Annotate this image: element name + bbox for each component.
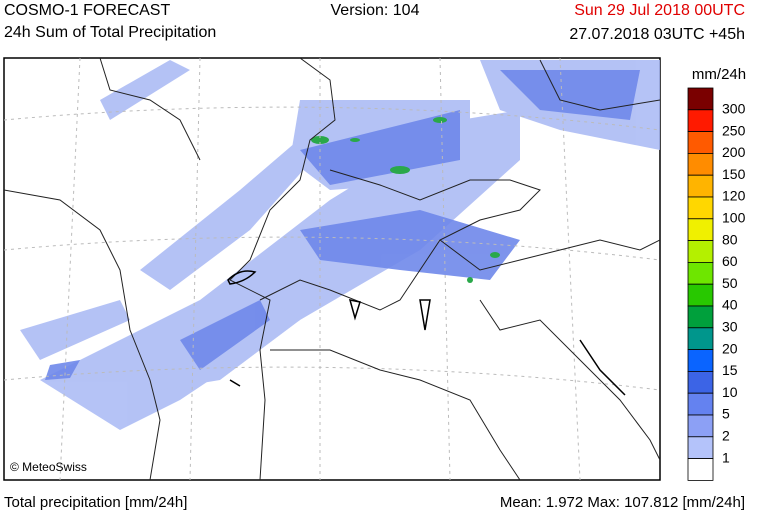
legend-swatch — [687, 283, 714, 307]
subtitle: 24h Sum of Total Precipitation — [4, 24, 216, 41]
legend-swatch — [687, 327, 714, 350]
legend-label: 150 — [722, 166, 746, 182]
legend-swatch — [687, 305, 714, 329]
legend-label: 40 — [722, 297, 738, 313]
title: COSMO-1 FORECAST — [4, 2, 170, 19]
legend-swatch — [687, 218, 714, 242]
legend-label: 15 — [722, 362, 738, 378]
footer-left: Total precipitation [mm/24h] — [4, 494, 187, 511]
precipitation-field — [4, 58, 660, 480]
legend-label: 120 — [722, 188, 746, 204]
legend-label: 5 — [722, 406, 730, 422]
credit: © MeteoSwiss — [10, 460, 87, 474]
legend-swatch — [687, 392, 714, 416]
legend-label: 300 — [722, 101, 746, 117]
legend-label: 20 — [722, 340, 738, 356]
legend-swatch — [687, 174, 714, 198]
footer-right: Mean: 1.972 Max: 107.812 [mm/24h] — [500, 494, 745, 511]
legend-label: 1 — [722, 449, 730, 465]
legend-label: 30 — [722, 319, 738, 335]
legend-swatch — [687, 109, 714, 133]
legend-label: 200 — [722, 144, 746, 160]
legend-label: 2 — [722, 428, 730, 444]
legend-swatch — [687, 458, 714, 481]
legend-swatch — [687, 152, 714, 176]
legend-swatch — [687, 370, 714, 394]
map: © MeteoSwiss — [3, 57, 661, 481]
run-time: 27.07.2018 03UTC +45h — [569, 26, 745, 43]
legend-swatch — [687, 87, 714, 111]
legend-swatch — [687, 436, 714, 459]
legend-swatch — [687, 240, 714, 263]
legend-label: 10 — [722, 384, 738, 400]
legend-label: 250 — [722, 122, 746, 138]
version: Version: 104 — [331, 2, 420, 19]
legend-swatch — [687, 196, 714, 220]
legend-swatch — [687, 261, 714, 285]
legend-label: 60 — [722, 253, 738, 269]
valid-time: Sun 29 Jul 2018 00UTC — [574, 2, 745, 19]
legend: mm/24h 300250200150120100806050403020151… — [687, 66, 746, 481]
legend-label: 80 — [722, 231, 738, 247]
legend-swatch — [687, 414, 714, 438]
legend-swatch — [687, 131, 714, 154]
legend-title: mm/24h — [692, 66, 746, 83]
legend-swatch — [687, 349, 714, 372]
legend-label: 100 — [722, 210, 746, 226]
legend-label: 50 — [722, 275, 738, 291]
